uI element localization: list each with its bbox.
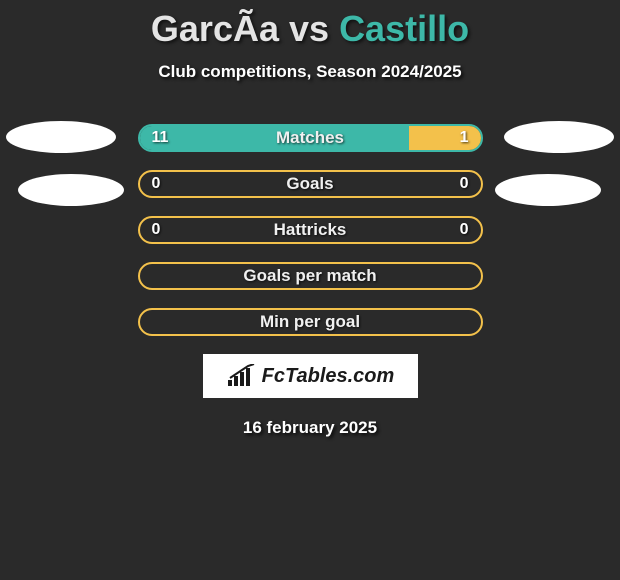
- stat-value-right: 0: [460, 172, 469, 196]
- stat-value-left: 0: [152, 218, 161, 242]
- stat-value-left: 0: [152, 172, 161, 196]
- avatar-ellipse: [504, 121, 614, 153]
- stat-label: Goals per match: [140, 264, 481, 288]
- avatar-ellipse: [495, 174, 601, 206]
- stat-row: Matches111: [138, 124, 483, 152]
- stat-label: Goals: [140, 172, 481, 196]
- stat-value-left: 11: [152, 126, 169, 150]
- stat-row: Min per goal: [138, 308, 483, 336]
- avatar-ellipse: [6, 121, 116, 153]
- stat-label: Matches: [140, 126, 481, 150]
- stats-container: Matches111Goals00Hattricks00Goals per ma…: [138, 124, 483, 336]
- stat-row: Goals per match: [138, 262, 483, 290]
- subtitle: Club competitions, Season 2024/2025: [0, 62, 620, 82]
- vs-text: vs: [289, 8, 329, 49]
- avatar-ellipse: [18, 174, 124, 206]
- logo-text: FcTables.com: [262, 365, 395, 388]
- player2-name: Castillo: [339, 8, 469, 49]
- comparison-title: GarcÃ­a vs Castillo: [0, 0, 620, 50]
- chart-icon: [226, 364, 258, 388]
- stat-label: Hattricks: [140, 218, 481, 242]
- stat-value-right: 1: [460, 126, 469, 150]
- stat-label: Min per goal: [140, 310, 481, 334]
- logo-box: FcTables.com: [203, 354, 418, 398]
- player1-name: GarcÃ­a: [151, 8, 279, 49]
- date-text: 16 february 2025: [0, 418, 620, 438]
- stat-row: Hattricks0 0: [138, 216, 483, 244]
- stat-value-right: 0: [460, 218, 469, 242]
- stat-row: Goals0 0: [138, 170, 483, 198]
